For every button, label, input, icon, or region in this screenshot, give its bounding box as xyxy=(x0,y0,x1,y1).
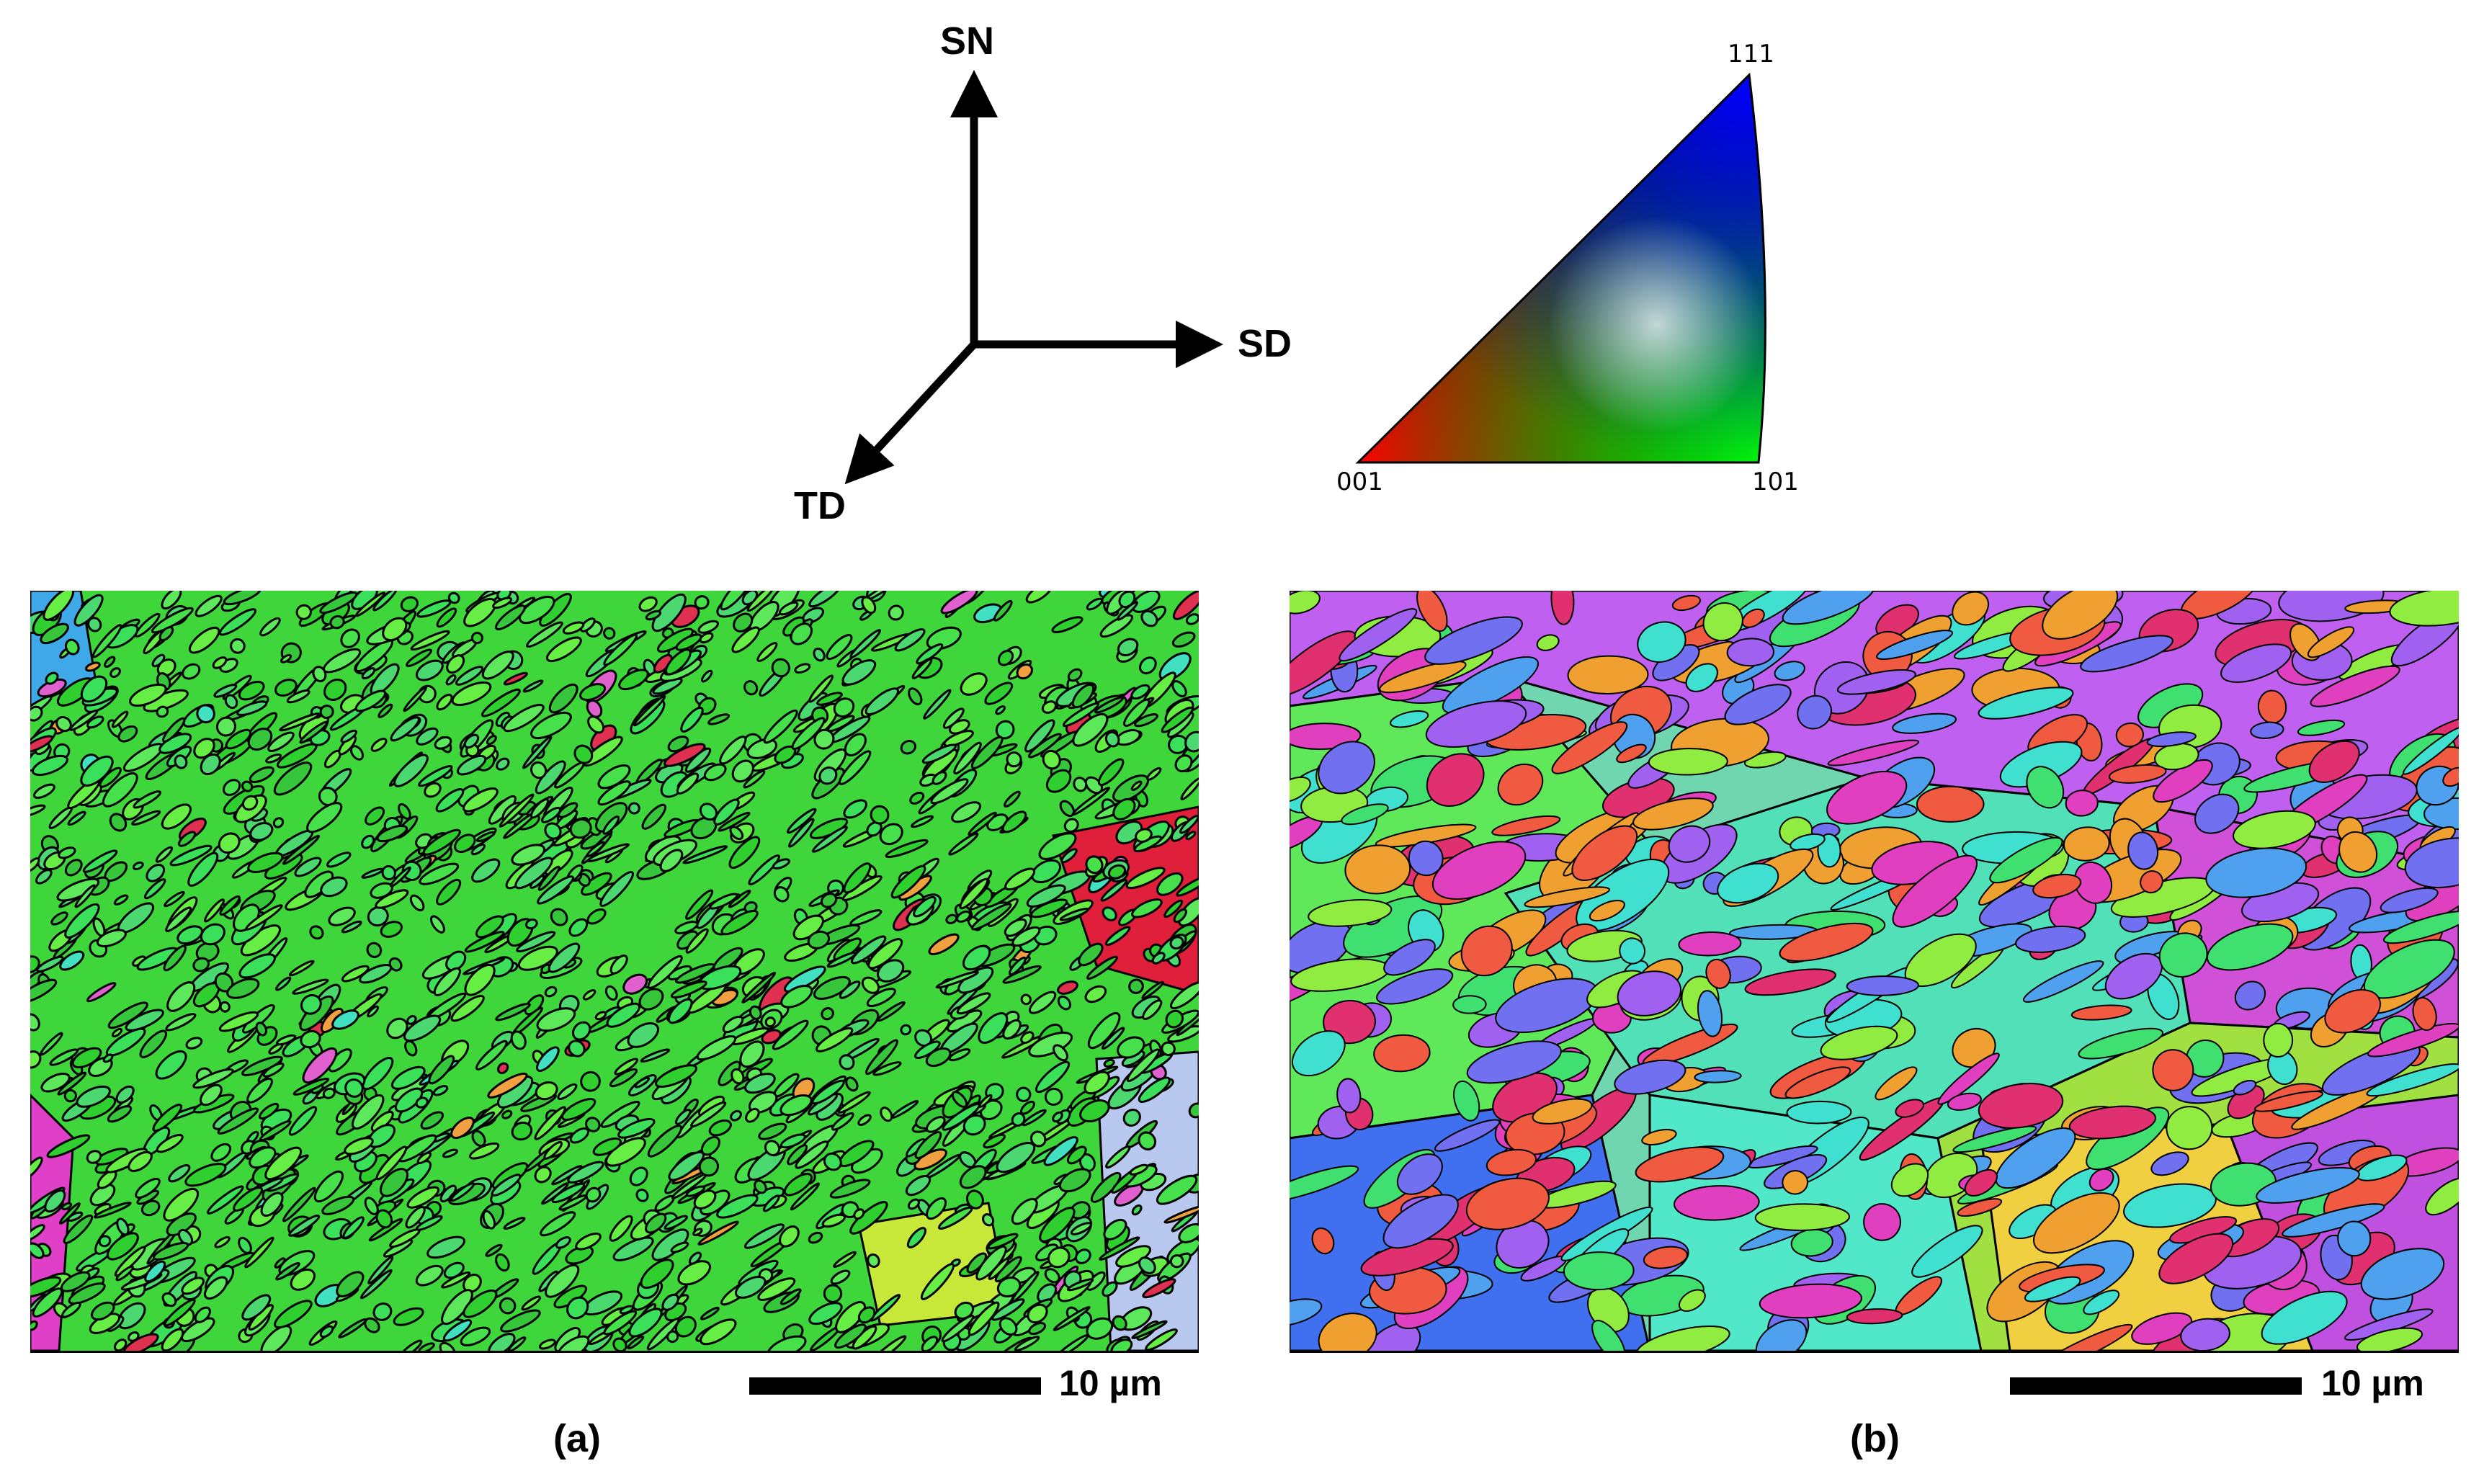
caption-b: (b) xyxy=(1850,1417,1900,1460)
ipf-color-key xyxy=(1355,72,1766,464)
ebsd-map-a xyxy=(30,591,1199,1353)
td-label: TD xyxy=(794,484,846,527)
ebsd-map-b xyxy=(1290,591,2459,1353)
td-arrow xyxy=(844,341,978,485)
sd-label: SD xyxy=(1238,322,1292,365)
axis-frame xyxy=(844,70,1223,485)
caption-a: (a) xyxy=(553,1417,601,1460)
scale-bar-b xyxy=(2010,1377,2302,1395)
ipf-label-001: 001 xyxy=(1336,468,1383,496)
ipf-label-101: 101 xyxy=(1752,468,1799,496)
scale-label-a: 10 µm xyxy=(1059,1363,1162,1403)
scale-label-b: 10 µm xyxy=(2321,1363,2424,1403)
scale-bar-a xyxy=(749,1377,1041,1395)
sn-label: SN xyxy=(940,19,995,63)
ipf-label-111: 111 xyxy=(1728,40,1774,68)
